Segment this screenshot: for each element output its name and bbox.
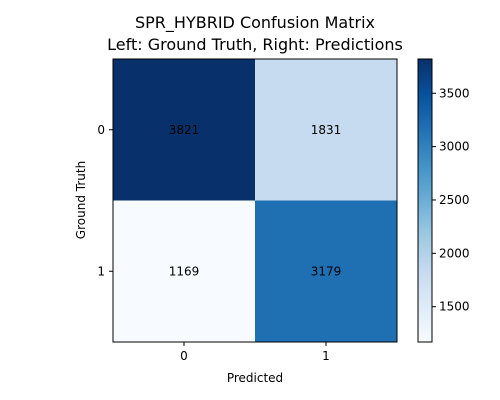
heatmap-cell-label-r1-c0: 1169 bbox=[169, 264, 200, 278]
x-tick-label-0: 0 bbox=[180, 349, 188, 363]
heatmap-cells bbox=[113, 59, 397, 342]
x-tick-label-1: 1 bbox=[322, 349, 330, 363]
y-axis-label: Ground Truth bbox=[74, 161, 88, 239]
heatmap-cell-label-r0-c0: 3821 bbox=[169, 123, 200, 137]
colorbar-tick-label-0: 1500 bbox=[439, 300, 470, 314]
colorbar-tick-label-2: 2500 bbox=[439, 193, 470, 207]
heatmap-cell-label-r0-c1: 1831 bbox=[311, 123, 342, 137]
colorbar-tick-label-4: 3500 bbox=[439, 86, 470, 100]
y-tick-label-1: 1 bbox=[97, 264, 105, 278]
x-axis-label: Predicted bbox=[227, 371, 283, 385]
colorbar-tick-label-1: 2000 bbox=[439, 246, 470, 260]
plot-frame bbox=[112, 58, 398, 343]
y-tick-label-0: 0 bbox=[97, 123, 105, 137]
heatmap-cell-labels: 3821 1831 1169 3179 bbox=[169, 123, 342, 279]
y-axis-ticks: 01 bbox=[97, 123, 113, 278]
colorbar-tick-label-3: 3000 bbox=[439, 140, 470, 154]
colorbar bbox=[417, 58, 433, 343]
heatmap-cell-r1-c0 bbox=[113, 200, 255, 342]
heatmap-cell-r0-c0 bbox=[113, 59, 255, 201]
chart-title-line-2: Left: Ground Truth, Right: Predictions bbox=[107, 35, 403, 54]
chart-title-line-1: SPR_HYBRID Confusion Matrix bbox=[135, 13, 375, 33]
colorbar-ticks: 1500 2000 2500 3000 3500 bbox=[432, 86, 470, 314]
heatmap-cell-r1-c1 bbox=[255, 200, 397, 342]
heatmap-cell-r0-c1 bbox=[255, 59, 397, 201]
heatmap-cell-label-r1-c1: 3179 bbox=[311, 264, 342, 278]
